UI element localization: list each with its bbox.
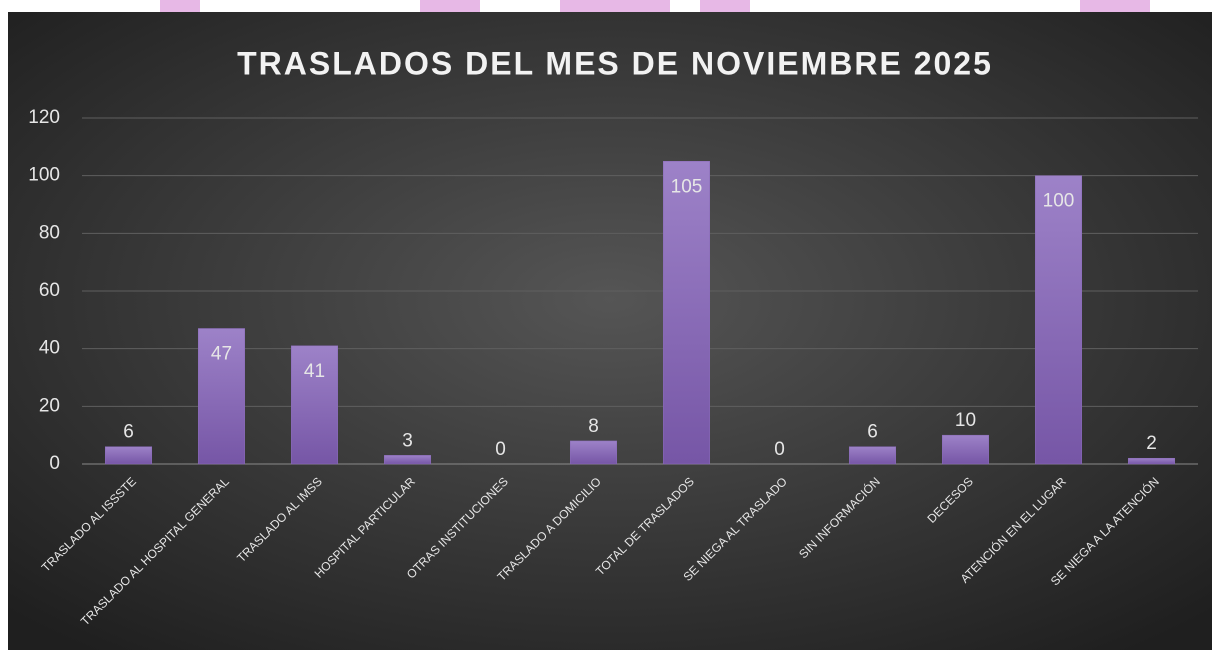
data-label: 47	[211, 343, 232, 364]
y-tick-label: 80	[39, 222, 60, 243]
bar	[105, 446, 152, 465]
data-label: 6	[867, 422, 878, 443]
bar	[942, 434, 989, 465]
data-label: 100	[1043, 191, 1075, 212]
bar	[198, 328, 245, 465]
data-label: 105	[671, 176, 703, 197]
data-label: 0	[774, 439, 785, 460]
data-label: 3	[402, 430, 413, 451]
y-tick-label: 0	[49, 453, 60, 474]
watermark	[160, 0, 1150, 12]
chart-title: TRASLADOS DEL MES DE NOVIEMBRE 2025	[237, 45, 993, 81]
data-label: 6	[123, 422, 134, 443]
y-tick-label: 120	[28, 107, 60, 128]
data-label: 41	[304, 361, 325, 382]
y-tick-label: 20	[39, 395, 60, 416]
bar	[1128, 457, 1175, 465]
data-label: 0	[495, 439, 506, 460]
y-tick-label: 40	[39, 338, 60, 359]
bar	[570, 440, 617, 465]
data-label: 10	[955, 410, 976, 431]
bar	[1035, 175, 1082, 465]
bar	[663, 161, 710, 465]
bar	[849, 446, 896, 465]
y-tick-label: 60	[39, 280, 60, 301]
bar	[384, 455, 431, 465]
y-tick-label: 100	[28, 165, 60, 186]
data-label: 2	[1146, 433, 1157, 454]
bar	[291, 345, 338, 465]
data-label: 8	[588, 416, 599, 437]
